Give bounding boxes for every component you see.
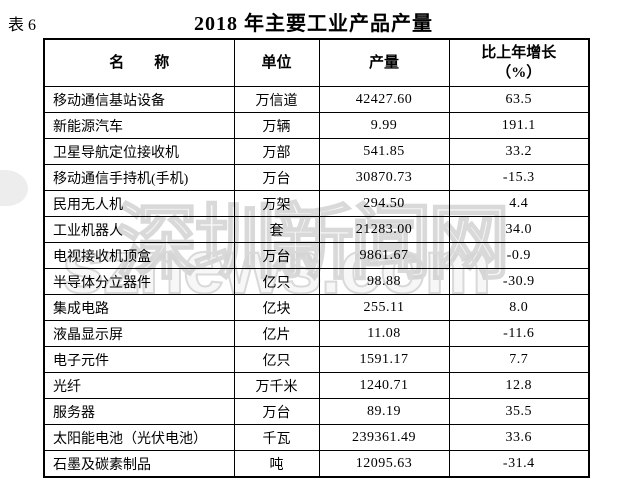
cell-unit: 万千米 — [233, 372, 320, 399]
column-header-output: 产量 — [318, 38, 450, 87]
cell-growth: -31.4 — [448, 450, 590, 478]
table-row: 半导体分立器件 亿只 98.88 -30.9 — [43, 268, 590, 295]
cell-unit: 吨 — [233, 450, 320, 478]
cell-growth: 4.4 — [448, 190, 590, 217]
cell-unit: 套 — [233, 216, 320, 243]
cell-growth: -30.9 — [448, 268, 590, 295]
table-row: 液晶显示屏 亿片 11.08 -11.6 — [43, 320, 590, 347]
table-row: 移动通信手持机(手机) 万台 30870.73 -15.3 — [43, 164, 590, 191]
table-row: 电子元件 亿只 1591.17 7.7 — [43, 346, 590, 373]
cell-output: 30870.73 — [318, 164, 450, 191]
cell-unit: 万台 — [233, 164, 320, 191]
cell-unit: 万信道 — [233, 86, 320, 113]
table-row: 电视接收机顶盒 万台 9861.67 -0.9 — [43, 242, 590, 269]
cell-output: 21283.00 — [318, 216, 450, 243]
cell-name: 工业机器人 — [43, 216, 235, 243]
cell-growth: 35.5 — [448, 398, 590, 425]
cell-unit: 万架 — [233, 190, 320, 217]
table-row: 集成电路 亿块 255.11 8.0 — [43, 294, 590, 321]
cell-unit: 亿片 — [233, 320, 320, 347]
cell-name: 石墨及碳素制品 — [43, 450, 235, 478]
cell-name: 电子元件 — [43, 346, 235, 373]
page-title: 2018 年主要工业产品产量 — [194, 13, 433, 35]
cell-output: 255.11 — [318, 294, 450, 321]
table-row: 移动通信基站设备 万信道 42427.60 63.5 — [43, 86, 590, 113]
cell-growth: 33.2 — [448, 138, 590, 165]
cell-unit: 万台 — [233, 398, 320, 425]
cell-growth: 33.6 — [448, 424, 590, 451]
cell-growth: 34.0 — [448, 216, 590, 243]
cell-name: 移动通信基站设备 — [43, 86, 235, 113]
cell-output: 98.88 — [318, 268, 450, 295]
cell-unit: 亿只 — [233, 346, 320, 373]
column-header-name: 名 称 — [43, 38, 235, 87]
cell-growth: -11.6 — [448, 320, 590, 347]
cell-output: 239361.49 — [318, 424, 450, 451]
table-row: 太阳能电池（光伏电池） 千瓦 239361.49 33.6 — [43, 424, 590, 451]
cell-name: 光纤 — [43, 372, 235, 399]
table-row: 卫星导航定位接收机 万部 541.85 33.2 — [43, 138, 590, 165]
cell-unit: 万辆 — [233, 112, 320, 139]
cell-output: 294.50 — [318, 190, 450, 217]
table-row: 石墨及碳素制品 吨 12095.63 -31.4 — [43, 450, 590, 478]
table-row: 服务器 万台 89.19 35.5 — [43, 398, 590, 425]
cell-output: 1240.71 — [318, 372, 450, 399]
cell-name: 新能源汽车 — [43, 112, 235, 139]
cell-output: 89.19 — [318, 398, 450, 425]
cell-growth: 191.1 — [448, 112, 590, 139]
cell-name: 卫星导航定位接收机 — [43, 138, 235, 165]
column-header-growth-line2: （%） — [496, 65, 542, 81]
cell-output: 12095.63 — [318, 450, 450, 478]
cell-name: 电视接收机顶盒 — [43, 242, 235, 269]
column-header-growth: 比上年增长 （%） — [448, 38, 590, 87]
cell-name: 集成电路 — [43, 294, 235, 321]
cell-name: 液晶显示屏 — [43, 320, 235, 347]
cell-unit: 千瓦 — [233, 424, 320, 451]
cell-output: 11.08 — [318, 320, 450, 347]
cell-growth: 8.0 — [448, 294, 590, 321]
watermark-fragment — [0, 170, 28, 206]
cell-growth: -15.3 — [448, 164, 590, 191]
cell-unit: 亿只 — [233, 268, 320, 295]
cell-output: 9861.67 — [318, 242, 450, 269]
header-row: 名 称 单位 产量 比上年增长 （%） — [43, 38, 590, 87]
cell-name: 半导体分立器件 — [43, 268, 235, 295]
table-row: 工业机器人 套 21283.00 34.0 — [43, 216, 590, 243]
industrial-output-table: 名 称 单位 产量 比上年增长 （%） 移动通信基站设备 万信道 42427.6… — [43, 38, 590, 478]
table-row: 新能源汽车 万辆 9.99 191.1 — [43, 112, 590, 139]
table-row: 光纤 万千米 1240.71 12.8 — [43, 372, 590, 399]
cell-name: 民用无人机 — [43, 190, 235, 217]
cell-growth: -0.9 — [448, 242, 590, 269]
column-header-unit: 单位 — [233, 38, 320, 87]
cell-output: 1591.17 — [318, 346, 450, 373]
cell-output: 9.99 — [318, 112, 450, 139]
cell-name: 太阳能电池（光伏电池） — [43, 424, 235, 451]
cell-name: 移动通信手持机(手机) — [43, 164, 235, 191]
cell-growth: 12.8 — [448, 372, 590, 399]
cell-name: 服务器 — [43, 398, 235, 425]
cell-unit: 万部 — [233, 138, 320, 165]
cell-growth: 63.5 — [448, 86, 590, 113]
cell-output: 541.85 — [318, 138, 450, 165]
column-header-growth-line1: 比上年增长 — [481, 44, 557, 61]
cell-output: 42427.60 — [318, 86, 450, 113]
cell-unit: 亿块 — [233, 294, 320, 321]
cell-unit: 万台 — [233, 242, 320, 269]
table-row: 民用无人机 万架 294.50 4.4 — [43, 190, 590, 217]
cell-growth: 7.7 — [448, 346, 590, 373]
table-number-label: 表 6 — [8, 17, 37, 34]
